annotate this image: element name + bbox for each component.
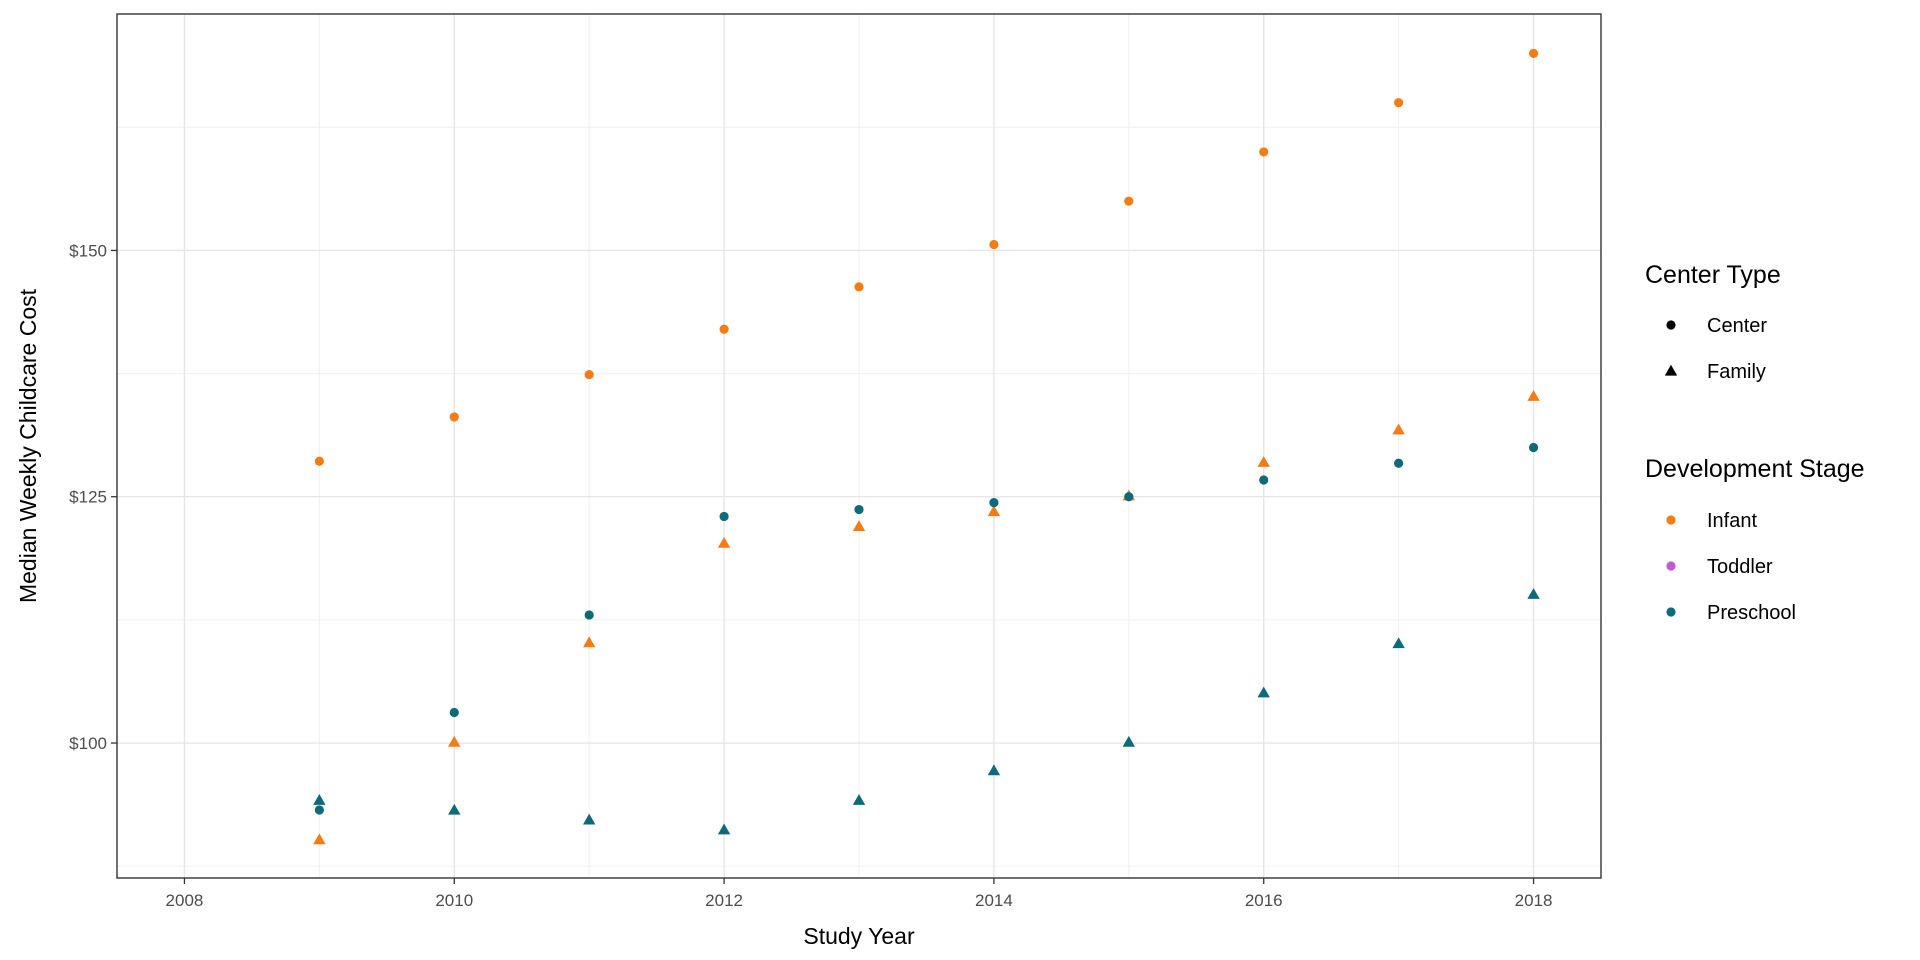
point-preschool-center [1259,475,1269,485]
legend-key-triangle [1664,364,1678,376]
point-preschool-center [584,610,594,620]
point-infant-family [313,833,326,845]
point-infant-center [989,239,999,250]
point-infant-center [314,456,324,466]
legend-key-circle [1666,515,1676,525]
x-tick-label: 2008 [166,891,204,910]
point-preschool-center [989,498,999,508]
x-axis: 2008 2010 2012 2014 2016 2018 [166,878,1553,910]
legend-key-circle [1666,561,1676,571]
point-infant-center [584,369,594,380]
point-preschool-family [1257,686,1270,698]
y-axis: $100 $125 $150 [69,241,117,753]
point-infant-center [1259,147,1269,157]
point-preschool-center [314,805,324,815]
point-infant-family [448,735,461,747]
point-preschool-center [1124,492,1134,502]
legend-label: Preschool [1707,602,1796,624]
legend-title: Development Stage [1645,455,1865,483]
point-infant-family [582,636,596,648]
point-preschool-family [852,793,866,805]
y-tick-label: $100 [69,734,107,753]
point-infant-center [1528,48,1539,59]
point-preschool-family [1527,588,1540,599]
legend-label: Family [1707,361,1766,383]
point-preschool-center [854,504,864,515]
point-infant-family [987,505,1001,517]
point-preschool-family [313,793,326,805]
grid-lines [117,14,1601,878]
legend-key-circle [1666,607,1676,617]
point-infant-center [854,282,864,292]
point-preschool-center [1528,442,1539,453]
y-axis-title: Median Weekly Childcare Cost [15,288,41,603]
point-preschool-family [1122,735,1136,747]
point-preschool-family [448,803,461,815]
point-preschool-family [1392,637,1405,649]
point-preschool-family [717,823,731,835]
legend-label: Center [1707,315,1767,337]
point-infant-family [1527,390,1540,401]
point-infant-center [449,412,459,422]
data-points [313,48,1540,845]
point-infant-center [719,324,729,334]
plot-panel-border [116,13,1602,879]
x-tick-label: 2010 [435,891,473,910]
point-infant-family [717,536,731,548]
point-infant-family [1392,423,1405,435]
point-preschool-center [1394,458,1404,468]
legend-key-circle [1666,320,1676,330]
point-preschool-family [987,764,1001,776]
legend-label: Infant [1707,510,1757,532]
y-tick-label: $150 [69,241,107,260]
point-infant-family [1257,456,1270,467]
y-tick-label: $125 [69,488,107,507]
point-preschool-center [449,707,459,718]
legend: Center Type Center Family Development Stage… [1645,261,1865,624]
point-infant-center [1394,98,1404,108]
legend-label: Toddler [1707,556,1773,578]
x-tick-label: 2012 [705,891,743,910]
x-axis-title: Study Year [803,923,915,949]
point-preschool-family [582,813,596,825]
point-infant-center [1124,196,1134,206]
legend-title: Center Type [1645,261,1781,289]
x-tick-label: 2016 [1245,891,1283,910]
x-tick-label: 2014 [975,891,1013,910]
point-infant-family [852,520,866,531]
x-tick-label: 2018 [1515,891,1553,910]
point-preschool-center [719,511,729,522]
